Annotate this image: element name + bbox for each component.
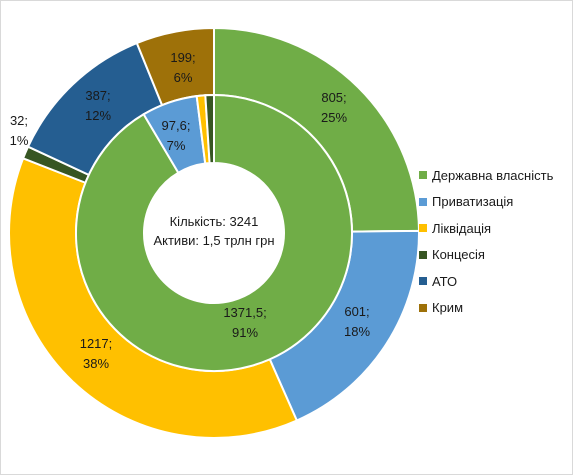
legend-item-crimea: Крим	[419, 295, 553, 322]
legend-item-concession: Концесія	[419, 242, 553, 269]
inner-label-1: 97,6; 7%	[162, 118, 191, 153]
legend-swatch	[419, 303, 427, 312]
legend-swatch	[419, 250, 427, 259]
inner-slice-0	[75, 93, 353, 372]
inner-label-0: 1371,5; 91%	[223, 305, 266, 340]
inner-slice-3	[204, 93, 215, 165]
legend-swatch	[419, 171, 427, 180]
legend-item-ato: АТО	[419, 268, 553, 295]
legend-label: Крим	[432, 300, 464, 316]
center-label: Кількість: 3241 Активи: 1,5 трлн грн	[129, 212, 299, 250]
outer-label-3: 32; 1%	[10, 113, 29, 148]
legend-label: Концесія	[432, 247, 485, 263]
legend: Державна власність Приватизація Ліквідац…	[419, 162, 553, 321]
legend-label: АТО	[432, 273, 458, 289]
center-assets: Активи: 1,5 трлн грн	[153, 233, 275, 248]
outer-label-1: 601; 18%	[344, 304, 370, 339]
legend-swatch	[419, 224, 427, 233]
outer-label-0: 805; 25%	[321, 90, 347, 125]
center-count: Кількість: 3241	[169, 214, 259, 229]
legend-item-state: Державна власність	[419, 162, 553, 189]
legend-item-privatization: Приватизація	[419, 189, 553, 216]
outer-label-2: 1217; 38%	[80, 336, 113, 371]
outer-label-4: 387; 12%	[85, 88, 111, 123]
outer-label-5: 199; 6%	[170, 50, 195, 85]
legend-label: Приватизація	[432, 194, 514, 210]
legend-swatch	[419, 277, 427, 286]
legend-label: Державна власність	[432, 167, 554, 183]
legend-item-liquidation: Ліквідація	[419, 215, 553, 242]
legend-label: Ліквідація	[432, 220, 492, 236]
legend-swatch	[419, 197, 427, 206]
